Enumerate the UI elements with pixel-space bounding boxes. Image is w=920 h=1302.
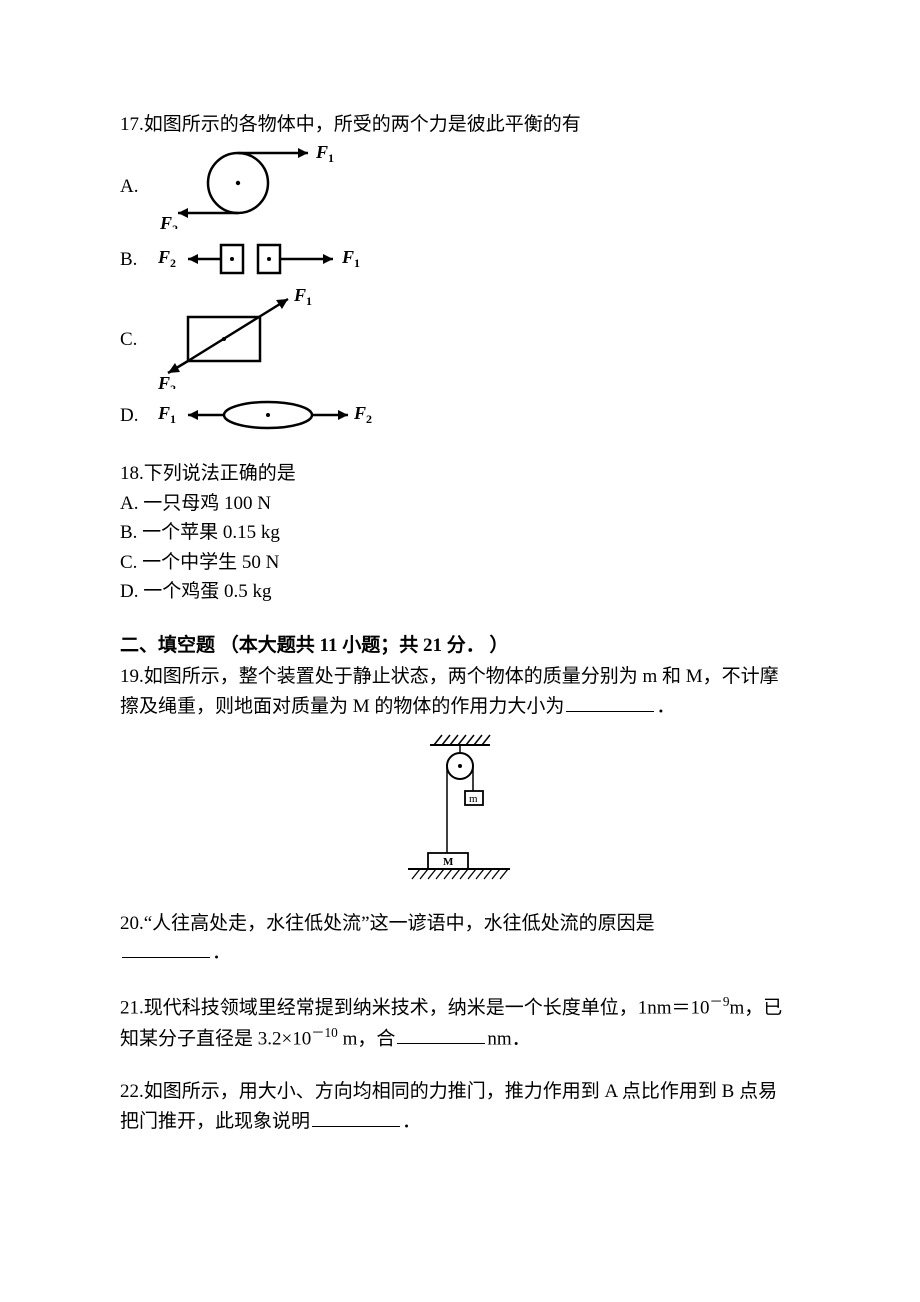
q21-line2: 知某分子直径是 3.2×10－10 m，合 nm． [120,1023,800,1054]
q21-line1: 21.现代科技领域里经常提到纳米技术，纳米是一个长度单位，1nm＝10－9m，已 [120,992,800,1023]
q17-b-letter: B. [120,245,148,274]
q20-line2: ． [120,938,800,967]
question-20: 20.“人往高处走，水往低处流”这一谚语中，水往低处流的原因是 ． [120,909,800,968]
q17-d-letter: D. [120,401,148,430]
q22-line2a: 把门推开，此现象说明 [120,1111,310,1132]
question-18: 18.下列说法正确的是 A. 一只母鸡 100 N B. 一个苹果 0.15 k… [120,459,800,606]
svg-text:m: m [469,793,478,805]
q22-line1: 22.如图所示，用大小、方向均相同的力推门，推力作用到 A 点比作用到 B 点易 [120,1077,800,1106]
q18-stem: 18.下列说法正确的是 [120,459,800,488]
q17-option-c: C. F1 F2 [120,289,800,389]
q21-line1a: 21.现代科技领域里经常提到纳米技术，纳米是一个长度单位，1nm＝10 [120,997,710,1018]
exam-page: 17.如图所示的各物体中，所受的两个力是彼此平衡的有 A. F1 F2 [0,0,920,1302]
q17-c-figure: F1 F2 [158,289,328,389]
q21-exp2: －10 [311,1025,338,1040]
q17-option-d: D. F1 F2 [120,395,800,435]
question-17: 17.如图所示的各物体中，所受的两个力是彼此平衡的有 A. F1 F2 [120,110,800,435]
q19-figure: m M [120,731,800,891]
q21-line2a: 知某分子直径是 3.2×10 [120,1028,311,1049]
q18-option-d: D. 一个鸡蛋 0.5 kg [120,577,800,606]
q22-line2b: ． [402,1111,421,1132]
q17-option-b: B. F2 F1 [120,239,800,279]
q17-option-a: A. F1 F2 [120,143,800,229]
question-21: 21.现代科技领域里经常提到纳米技术，纳米是一个长度单位，1nm＝10－9m，已… [120,992,800,1054]
q19-line2b: ． [656,696,675,717]
q20-period: ． [212,942,231,963]
q21-line1b: m，已 [729,997,782,1018]
svg-text:F2: F2 [158,247,176,270]
q22-line2: 把门推开，此现象说明 ． [120,1107,800,1136]
q18-option-a: A. 一只母鸡 100 N [120,489,800,518]
q17-c-letter: C. [120,325,148,354]
svg-text:M: M [443,856,454,868]
svg-text:F1: F1 [341,247,360,270]
q21-line2b: m，合 [338,1028,396,1049]
q21-line2c: nm． [487,1028,530,1049]
q18-option-b: B. 一个苹果 0.15 kg [120,518,800,547]
q19-line1: 19.如图所示，整个装置处于静止状态，两个物体的质量分别为 m 和 M，不计摩 [120,662,800,691]
q20-line1: 20.“人往高处走，水往低处流”这一谚语中，水往低处流的原因是 [120,909,800,938]
q22-blank [312,1107,400,1127]
section-2-heading: 二、填空题 （本大题共 11 小题；共 21 分． ） [120,631,800,660]
svg-text:F1: F1 [293,289,312,308]
svg-text:F2: F2 [158,373,176,389]
q17-stem: 17.如图所示的各物体中，所受的两个力是彼此平衡的有 [120,110,800,139]
q17-a-figure: F1 F2 [158,143,358,229]
q17-d-figure: F1 F2 [158,395,388,435]
q21-exp1: －9 [710,994,730,1009]
q17-b-figure: F2 F1 [158,239,388,279]
question-19: 19.如图所示，整个装置处于静止状态，两个物体的质量分别为 m 和 M，不计摩 … [120,662,800,891]
q19-line2: 擦及绳重，则地面对质量为 M 的物体的作用力大小为 ． [120,692,800,721]
question-22: 22.如图所示，用大小、方向均相同的力推门，推力作用到 A 点比作用到 B 点易… [120,1077,800,1136]
q20-blank [122,938,210,958]
svg-text:F2: F2 [159,213,178,229]
q18-option-c: C. 一个中学生 50 N [120,548,800,577]
svg-text:F1: F1 [315,143,334,165]
q19-line2a: 擦及绳重，则地面对质量为 M 的物体的作用力大小为 [120,696,564,717]
q21-blank [397,1024,485,1044]
q17-a-letter: A. [120,172,148,201]
q19-blank [566,692,654,712]
svg-text:F1: F1 [158,403,176,426]
svg-text:F2: F2 [353,403,372,426]
